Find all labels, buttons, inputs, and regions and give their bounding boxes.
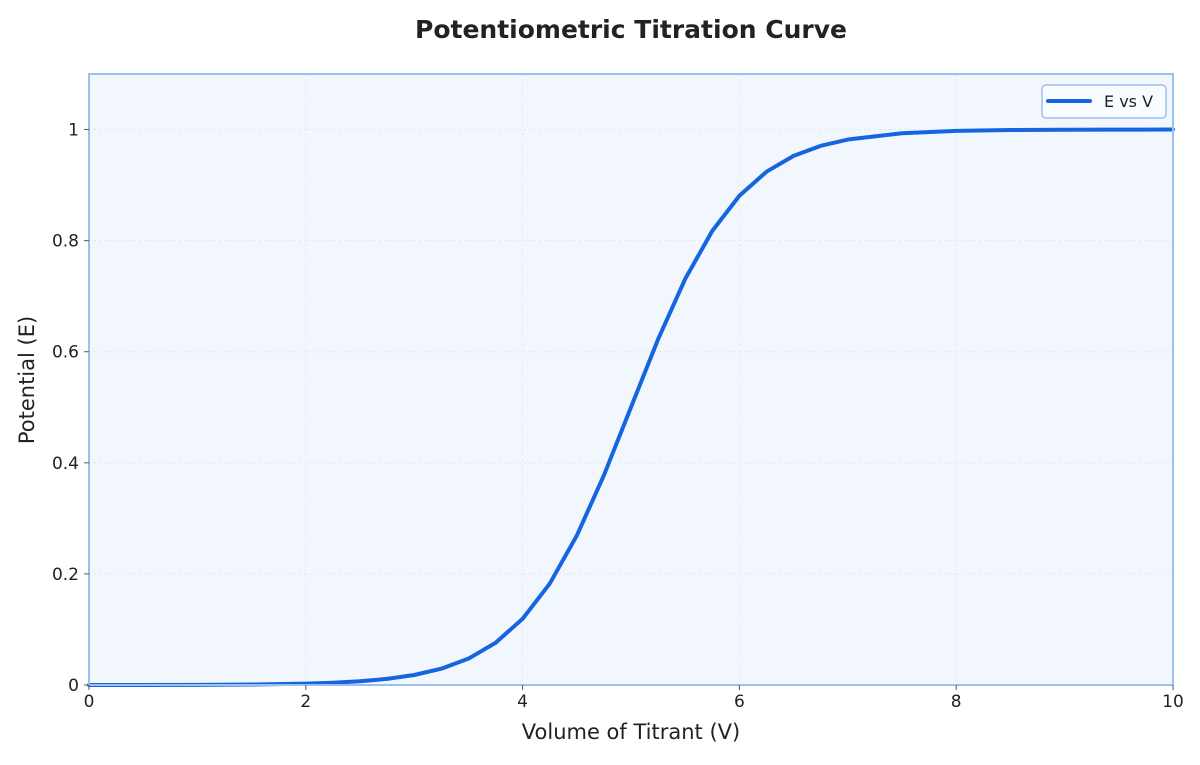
- series-layer: [87, 127, 1175, 687]
- y-axis-ticks: 0 0.2 0.4 0.6 0.8 1: [52, 121, 89, 696]
- y-tick-label: 0.6: [52, 343, 79, 363]
- series-line: [87, 127, 1175, 687]
- x-tick-label: 0: [84, 692, 95, 712]
- x-tick-label: 8: [951, 692, 962, 712]
- y-tick-label: 0.2: [52, 565, 79, 585]
- x-tick-label: 10: [1162, 692, 1184, 712]
- plot-border: [88, 73, 1174, 686]
- chart-title: Potentiometric Titration Curve: [415, 15, 847, 44]
- x-tick-label: 2: [300, 692, 311, 712]
- y-tick-label: 0: [68, 676, 79, 696]
- x-tick-label: 6: [734, 692, 745, 712]
- y-tick-label: 1: [68, 121, 79, 141]
- y-tick-label: 0.4: [52, 454, 79, 474]
- legend-box: [1041, 84, 1167, 119]
- grid-lines: [89, 74, 1173, 685]
- y-axis-label: Potential (E): [15, 316, 39, 444]
- y-tick-label: 0.8: [52, 232, 79, 252]
- x-axis-ticks: 0 2 4 6 8 10: [84, 685, 1184, 712]
- plot-area: [89, 74, 1173, 685]
- legend: E vs V: [1041, 84, 1167, 119]
- x-tick-label: 4: [517, 692, 528, 712]
- x-axis-label: Volume of Titrant (V): [522, 720, 740, 744]
- legend-label: E vs V: [1104, 92, 1153, 111]
